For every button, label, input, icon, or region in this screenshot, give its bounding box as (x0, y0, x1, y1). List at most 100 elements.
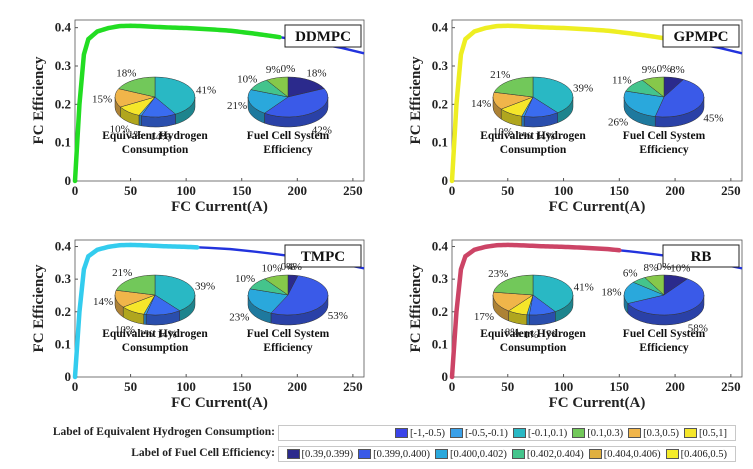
legend-eff-item-1: [0.399,0.400) (358, 449, 430, 460)
x-tick-label: 50 (501, 379, 514, 394)
pie-eff-rb-label-1: 58% (688, 322, 708, 334)
pie-eff-ddmpc-slice-2 (247, 89, 289, 114)
legend-h2-label: Label of Equivalent Hydrogen Consumption… (52, 426, 275, 438)
pie-eff-gpmpc-label-1: 45% (703, 112, 723, 124)
pie-h2-tmpc-caption-line1: Equivalent Hydrogen (102, 328, 208, 340)
pie-h2-rb-side-2 (526, 314, 530, 326)
pie-eff-rb-slice-1 (627, 278, 705, 316)
legend-h2-swatch (628, 428, 642, 438)
y-axis-label: FC Efficiency (408, 56, 424, 144)
x-tick-label: 250 (343, 379, 363, 394)
pie-eff-tmpc-slice-2 (247, 288, 289, 314)
y-tick-label: 0.4 (432, 239, 449, 254)
x-tick-label: 150 (610, 379, 630, 394)
legend-eff-text: [0.399,0.400) (373, 448, 430, 460)
y-tick-label: 0 (442, 369, 449, 384)
x-axis-label: FC Current(A) (171, 199, 268, 215)
pie-eff-ddmpc-caption-line2: Efficiency (263, 144, 312, 156)
pie-h2-tmpc-label-2: < 1% (130, 328, 154, 340)
y-tick-label: 0.3 (55, 271, 72, 286)
operating-points-series (72, 242, 200, 380)
legend-eff-item-3: [0.402,0.404) (511, 449, 584, 460)
x-axis-label: FC Current(A) (549, 395, 646, 411)
y-tick-label: 0.4 (432, 20, 449, 35)
pie-h2-ddmpc-slice-5 (118, 76, 156, 98)
pie-h2-rb-label-5: 23% (488, 268, 508, 280)
y-tick-label: 0.2 (55, 304, 71, 319)
pie-eff-gpmpc-label-2: 26% (608, 117, 628, 129)
pie-eff-gpmpc-caption-line2: Efficiency (639, 144, 688, 156)
panel-title: RB (691, 249, 712, 265)
operating-points-series (449, 23, 689, 184)
pie-eff-tmpc-label-3: 10% (235, 273, 255, 285)
pie-h2-tmpc-side-2 (143, 313, 147, 325)
pie-h2-rb-slice-5 (493, 274, 534, 296)
y-tick-label: 0.2 (432, 96, 448, 111)
pie-h2-tmpc-label-4: 14% (93, 296, 113, 308)
legend-h2-text: [0.3,0.5) (643, 427, 679, 439)
x-tick-label: 100 (176, 379, 196, 394)
pie-eff-tmpc-label-0: 4% (287, 261, 302, 273)
x-tick-label: 200 (665, 183, 685, 198)
legend-eff-item-2: [0.400,0.402) (435, 449, 507, 460)
legend-h2-text: [-0.5,-0.1) (465, 427, 508, 439)
pie-h2-rb-slice-4 (492, 291, 534, 312)
pie-h2-rb-label-1: 11% (536, 328, 556, 340)
x-tick-label: 200 (288, 183, 308, 198)
legend-h2-swatch (395, 428, 408, 438)
y-axis-label: FC Efficiency (31, 56, 47, 144)
legend-h2-row: Label of Equivalent Hydrogen Consumption… (0, 425, 753, 443)
x-axis-label: FC Current(A) (171, 395, 268, 411)
panel-title-box (662, 244, 740, 268)
operating-points-series (72, 23, 282, 184)
pie-eff-gpmpc-label-5: 0% (657, 63, 672, 75)
y-tick-label: 0.1 (55, 135, 71, 150)
legend-eff-row: Label of Fuel Cell Efficiency: [0.39,0.3… (0, 446, 753, 464)
pie-eff-ddmpc-slice-0 (287, 76, 325, 98)
pie-eff-gpmpc-slice-1 (654, 79, 705, 118)
panel-tmpc: 0 50 100 150 200 250 0 0.1 0.2 0.3 0.4 FC Current(A… (31, 239, 365, 411)
pie-h2-rb-label-2: < 1% (515, 329, 539, 341)
pie-eff-tmpc-slice-4 (263, 274, 289, 296)
pie-eff-gpmpc-label-4: 9% (642, 64, 657, 76)
x-tick-label: 150 (232, 183, 252, 198)
x-tick-label: 0 (72, 183, 79, 198)
pie-h2-tmpc-slice-5 (115, 274, 156, 296)
y-tick-label: 0.4 (55, 239, 72, 254)
y-tick-label: 0.2 (432, 304, 448, 319)
plot-area (74, 19, 365, 182)
pie-eff-gpmpc-label-3: 11% (612, 74, 632, 86)
legend-h2-swatch (684, 428, 697, 438)
y-tick-label: 0 (65, 369, 72, 384)
pie-eff-gpmpc-label-0: 8% (670, 64, 685, 76)
x-tick-label: 200 (288, 379, 308, 394)
plot-area (74, 239, 365, 378)
legend-eff-text: [0.39,0.399) (301, 448, 354, 460)
pie-eff-rb-caption-line2: Efficiency (639, 342, 688, 354)
pie-eff-tmpc-caption-line2: Efficiency (263, 342, 312, 354)
panel-title-box (662, 24, 740, 48)
pie-eff-gpmpc-caption-line1: Fuel Cell System (623, 130, 706, 142)
x-tick-label: 50 (124, 183, 137, 198)
pie-eff-ddmpc-label-0: 18% (306, 68, 326, 80)
pie-eff-ddmpc-slice-4 (266, 76, 289, 98)
pie-h2-ddmpc-label-1: 14% (150, 131, 170, 143)
pie-h2-rb-caption-line2: Consumption (500, 342, 567, 354)
pie-h2-rb-label-4: 17% (474, 311, 494, 323)
y-tick-label: 0.3 (432, 271, 449, 286)
panel-rb: 0 50 100 150 200 250 0 0.1 0.2 0.3 0.4 FC Current(A… (408, 239, 743, 411)
pie-eff-gpmpc-slice-2 (623, 90, 665, 117)
y-tick-label: 0 (65, 173, 72, 188)
pie-eff-tmpc-caption-line1: Fuel Cell System (247, 328, 330, 340)
legend-h2-item-0: [-1,-0.5) (395, 428, 445, 439)
panel-title-box (284, 24, 362, 48)
legend-eff-swatch (286, 449, 300, 459)
pie-eff-rb-label-5: 0% (657, 261, 672, 273)
legend-eff-item-0: [0.39,0.399) (286, 448, 354, 460)
plot-area (451, 19, 743, 182)
legend-h2-item-5: [0.5,1] (684, 428, 727, 439)
pie-eff-rb-caption-line1: Fuel Cell System (623, 328, 706, 340)
pie-h2-tmpc-label-1: 14% (157, 328, 177, 340)
legend-eff-swatch (435, 449, 448, 459)
pie-h2-gpmpc-side-2 (521, 115, 525, 127)
